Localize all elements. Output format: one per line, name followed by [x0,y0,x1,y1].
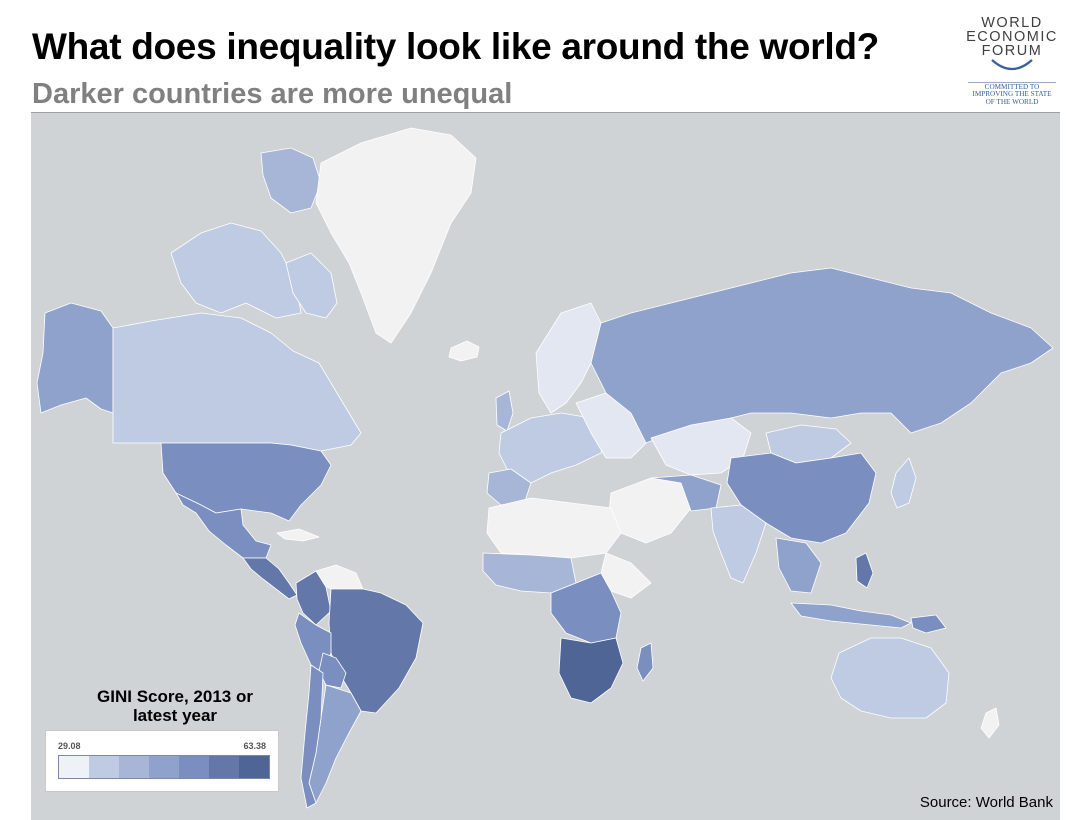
legend-min-label: 29.08 [58,741,81,751]
country-indonesia[interactable] [790,602,912,629]
legend-color-scale [58,755,270,779]
logo-line-forum: FORUM [981,43,1043,59]
legend-title-line1: GINI Score, 2013 or [97,687,253,706]
legend-title-line2: latest year [132,706,218,725]
legend-swatch-4 [149,756,179,778]
country-southeast-asia[interactable] [775,537,822,594]
country-canada[interactable] [112,312,362,452]
logo-arc-icon [991,59,1033,71]
logo-tagline-line3: OF THE WORLD [985,97,1039,106]
country-cuba[interactable] [276,528,320,542]
legend-title: GINI Score, 2013 or latest year [50,687,300,725]
country-west-africa[interactable] [482,552,577,594]
country-mexico[interactable] [175,492,272,559]
country-united-states[interactable] [160,442,332,522]
country-scandinavia[interactable] [535,302,602,414]
country-india[interactable] [710,504,767,584]
legend-swatch-3 [119,756,149,778]
logo-line-world: WORLD [981,15,1043,31]
legend-swatch-6 [209,756,239,778]
country-canada-baffin[interactable] [285,252,338,319]
logo-tagline: COMMITTED TO IMPROVING THE STATE OF THE … [962,83,1062,106]
legend-swatch-7 [239,756,269,778]
country-central-africa[interactable] [550,572,622,644]
country-philippines[interactable] [855,552,874,589]
logo-tagline-line1: COMMITTED TO [984,83,1040,91]
world-map-svg [36,127,1054,809]
country-greenland[interactable] [315,127,477,344]
legend-max-label: 63.38 [243,741,266,751]
logo-divider [968,82,1056,83]
country-canada-arctic-islands[interactable] [170,222,302,319]
legend-swatch-2 [89,756,119,778]
map-subtitle: Darker countries are more unequal [32,78,513,110]
country-japan[interactable] [890,457,917,509]
country-uk[interactable] [495,390,514,432]
legend: 29.08 63.38 [45,730,279,792]
logo-wordmark: WORLD ECONOMIC FORUM [962,15,1062,59]
world-economic-forum-logo: WORLD ECONOMIC FORUM COMMITTED TO IMPROV… [962,14,1062,110]
country-chile[interactable] [300,664,324,809]
legend-swatch-1 [59,756,89,778]
country-southern-africa[interactable] [558,637,624,704]
country-north-africa[interactable] [486,497,622,559]
country-australia[interactable] [830,637,950,719]
country-central-america[interactable] [242,557,298,600]
logo-line-economic: ECONOMIC [966,29,1058,45]
world-map [31,112,1060,820]
country-russia[interactable] [590,267,1054,444]
legend-swatch-5 [179,756,209,778]
country-alaska[interactable] [36,302,114,414]
country-iceland[interactable] [448,340,480,362]
source-note: Source: World Bank [919,794,1053,811]
country-papua-new-guinea[interactable] [910,614,947,634]
country-madagascar[interactable] [636,642,654,682]
country-new-zealand[interactable] [980,707,1000,739]
country-colombia[interactable] [295,570,332,626]
logo-tagline-line2: IMPROVING THE STATE [972,90,1052,99]
country-canada-north-island[interactable] [260,147,322,214]
map-title: What does inequality look like around th… [32,26,879,67]
